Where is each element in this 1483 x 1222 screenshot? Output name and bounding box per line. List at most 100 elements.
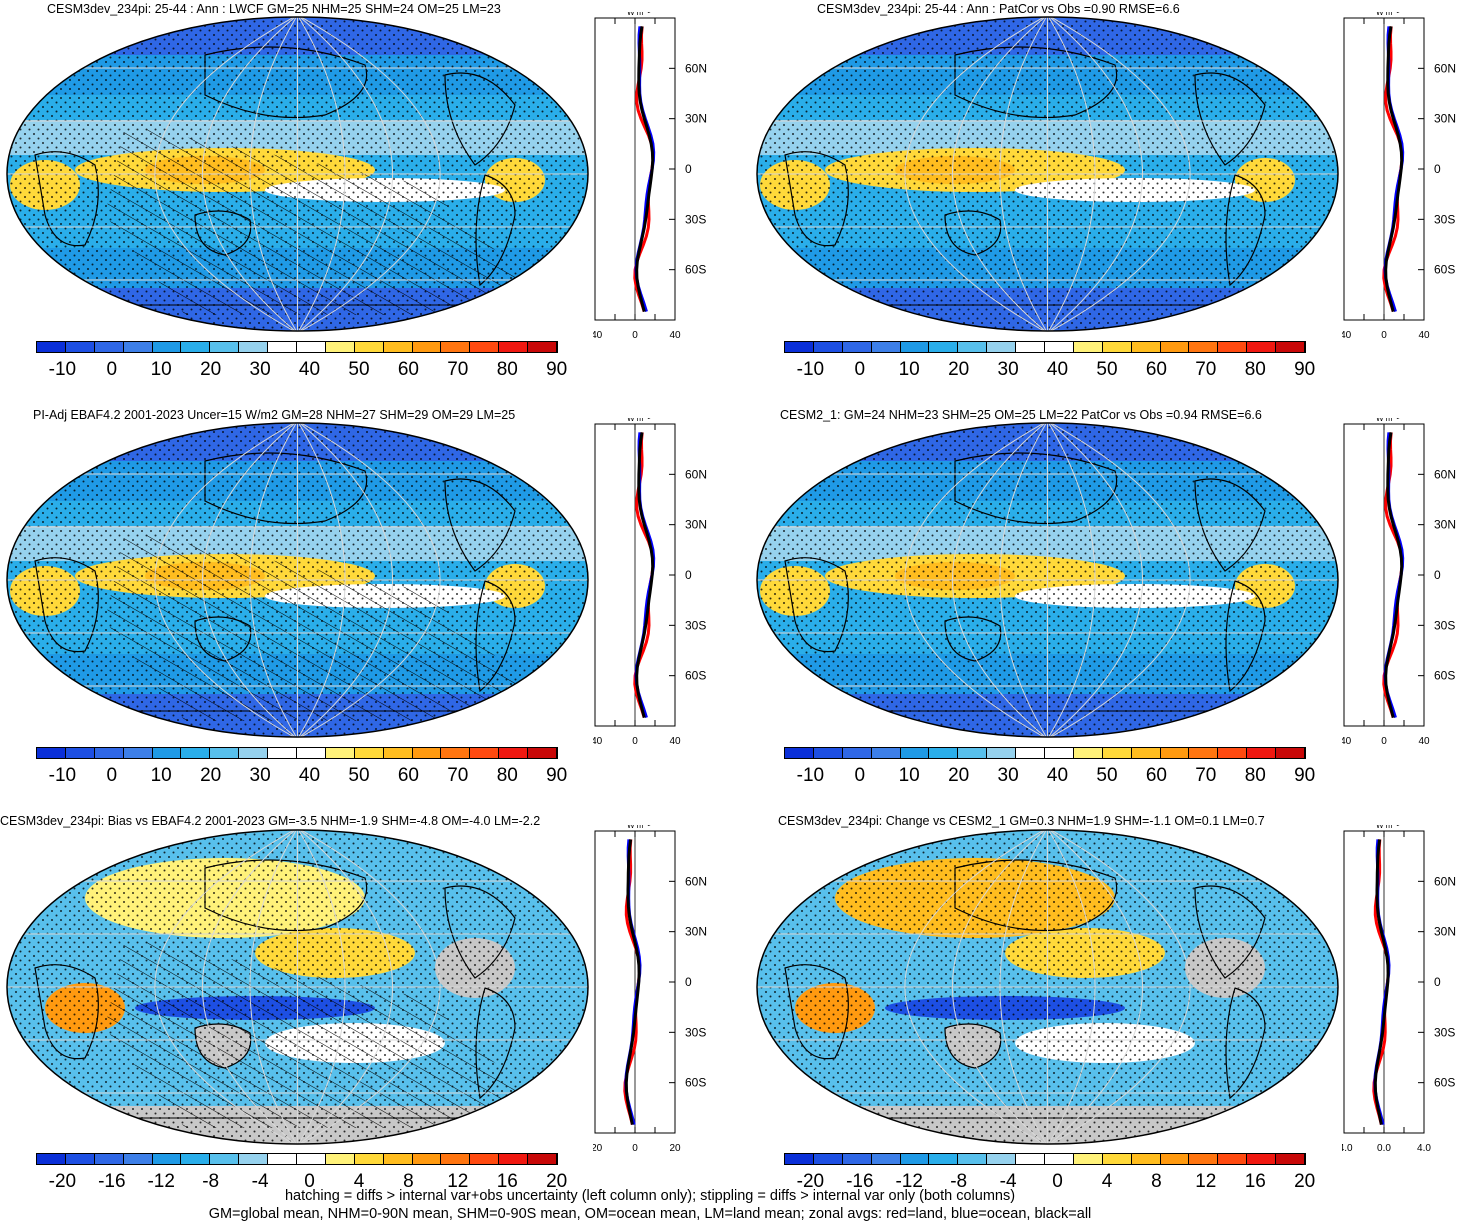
panel-title: CESM3dev_234pi: 25-44 : Ann : PatCor vs … (817, 2, 1180, 16)
zonal-curve (635, 432, 655, 718)
colorbar-swatch (1102, 1154, 1132, 1164)
colorbar-swatch (871, 1154, 901, 1164)
zonal-y-tick-label: 60S (685, 263, 706, 277)
colorbar (36, 747, 558, 759)
colorbar-swatch (987, 1154, 1017, 1164)
colorbar-tick-label: 20 (200, 765, 222, 786)
colorbar-swatch (325, 748, 355, 758)
panel-title: CESM2_1: GM=24 NHM=23 SHM=25 OM=25 LM=22… (780, 408, 1262, 422)
colorbar-swatch (958, 1154, 988, 1164)
colorbar-tick-label: -12 (895, 1171, 923, 1192)
colorbar-tick-label: 30 (997, 359, 1019, 380)
colorbar-swatch (123, 342, 153, 352)
zonal-x-tick-label: 20 (669, 1143, 681, 1154)
colorbar-swatch (1131, 1154, 1161, 1164)
colorbar-swatch (152, 1154, 182, 1164)
colorbar-tick-label: -10 (48, 359, 77, 380)
colorbar-swatch (325, 342, 355, 352)
colorbar-tick-label: -20 (48, 1171, 77, 1192)
colorbar-tick-label: 80 (1244, 765, 1266, 786)
colorbar-swatch (987, 748, 1017, 758)
colorbar (784, 341, 1306, 353)
colorbar-swatch (181, 748, 211, 758)
colorbar-swatch (1276, 748, 1306, 758)
colorbar-swatch (987, 342, 1017, 352)
colorbar-swatch (958, 748, 988, 758)
colorbar-tick-label: 50 (348, 765, 370, 786)
colorbar-swatch (528, 748, 558, 758)
colorbar-swatch (325, 1154, 355, 1164)
zonal-x-tick-label: 0 (1381, 736, 1387, 747)
colorbar-swatch (412, 342, 442, 352)
colorbar-swatch (65, 342, 95, 352)
zonal-y-tick-label: 60S (1434, 263, 1455, 277)
colorbar-tick-label: -8 (202, 1171, 220, 1192)
colorbar-swatch (1131, 342, 1161, 352)
colorbar-labels: -10 0 10 20 30 40 50 60 70 80 90 (784, 359, 1316, 381)
zonal-y-tick-label: 60N (685, 874, 707, 888)
colorbar-swatch (900, 342, 930, 352)
colorbar-swatch (1073, 748, 1103, 758)
zonal-curve (1384, 432, 1404, 718)
colorbar-swatch (94, 342, 124, 352)
zonal-curve (635, 26, 655, 312)
colorbar-tick-label: 70 (1195, 359, 1217, 380)
zonal-unit-label: W m⁻² (1376, 825, 1400, 830)
colorbar-swatch (813, 1154, 843, 1164)
colorbar-tick-label: 12 (447, 1171, 469, 1192)
colorbar-swatch (239, 1154, 269, 1164)
zonal-x-tick-label: -4.0 (1342, 1143, 1353, 1154)
zonal-y-tick-label: 60N (685, 467, 707, 481)
colorbar-swatch (1045, 748, 1074, 758)
colorbar-swatch (1218, 342, 1248, 352)
colorbar-swatch (1189, 342, 1219, 352)
zonal-y-tick-label: 0 (685, 568, 692, 582)
colorbar-swatch (1073, 342, 1103, 352)
colorbar-tick-label: 20 (948, 359, 970, 380)
zonal-x-tick-label: -40 (1342, 330, 1352, 341)
colorbar-swatch (929, 342, 959, 352)
zonal-x-tick-label: 40 (1418, 330, 1430, 341)
colorbar-swatch (297, 1154, 326, 1164)
colorbar-swatch (1045, 342, 1074, 352)
zonal-y-tick-label: 30N (1434, 925, 1456, 939)
colorbar-swatch (152, 342, 182, 352)
colorbar-swatch (123, 748, 153, 758)
colorbar-swatch (210, 1154, 240, 1164)
map-field (7, 830, 588, 1144)
colorbar-swatch (412, 1154, 442, 1164)
zonal-x-tick-label: -20 (593, 1143, 603, 1154)
colorbar-tick-label: 20 (546, 1171, 568, 1192)
zonal-x-tick-label: 4.0 (1417, 1143, 1431, 1154)
colorbar-swatch (1218, 1154, 1248, 1164)
colorbar-tick-label: 0 (1052, 1171, 1063, 1192)
colorbar (784, 747, 1306, 759)
colorbar-tick-label: 60 (1145, 359, 1167, 380)
zonal-y-tick-label: 60N (685, 61, 707, 75)
footer-line-1: hatching = diffs > internal var+obs unce… (284, 1188, 1016, 1204)
zonal-y-tick-label: 30S (685, 212, 706, 226)
colorbar-tick-label: 10 (898, 765, 920, 786)
zonal-y-tick-label: 30S (1434, 1025, 1455, 1039)
colorbar-tick-label: 30 (249, 765, 271, 786)
colorbar-swatch (1276, 342, 1306, 352)
colorbar-swatch (528, 1154, 558, 1164)
zonal-x-tick-label: -40 (1342, 736, 1352, 747)
colorbar-swatch (383, 1154, 413, 1164)
colorbar-tick-label: 0 (854, 359, 866, 380)
colorbar-tick-label: -8 (950, 1171, 968, 1192)
colorbar-swatch (1247, 748, 1277, 758)
zonal-x-tick-label: 0 (632, 1143, 638, 1154)
colorbar-tick-label: 4 (353, 1171, 365, 1192)
colorbar-swatch (499, 1154, 529, 1164)
colorbar-swatch (1218, 748, 1248, 758)
colorbar-tick-label: 20 (948, 765, 970, 786)
world-map (755, 828, 1340, 1146)
zonal-x-tick-label: -40 (593, 330, 603, 341)
colorbar-tick-label: 50 (348, 359, 370, 380)
colorbar-tick-label: 90 (546, 765, 568, 786)
colorbar-swatch (181, 342, 211, 352)
zonal-x-tick-label: 0 (632, 330, 638, 341)
zonal-y-tick-label: 0 (1434, 975, 1441, 989)
colorbar-swatch (94, 1154, 124, 1164)
